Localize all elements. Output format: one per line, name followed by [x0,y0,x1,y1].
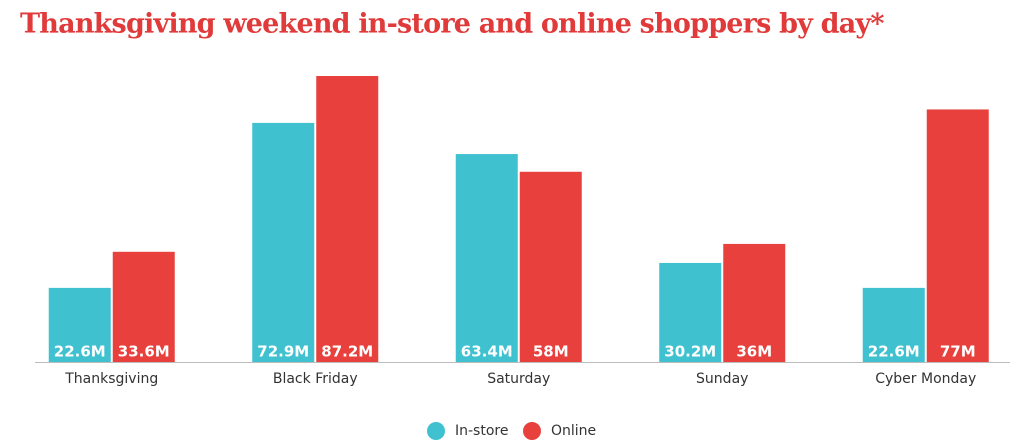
value-label: 33.6M [118,343,170,361]
bar [926,109,989,362]
value-label: 22.6M [868,343,920,361]
legend-swatch [427,422,445,440]
bar [519,171,582,362]
bar [862,287,925,362]
value-label: 36M [736,343,772,361]
bar [316,76,379,362]
value-label: 63.4M [461,343,513,361]
x-tick-label: Thanksgiving [64,371,158,387]
x-tick-label: Saturday [487,371,550,387]
bar [659,262,722,362]
value-label: 22.6M [54,343,106,361]
value-label: 58M [533,343,569,361]
x-tick-label: Sunday [696,371,748,387]
value-label: 87.2M [321,343,373,361]
x-tick-label: Cyber Monday [875,371,976,387]
bar [723,243,786,362]
bar [252,122,315,363]
chart-title: Thanksgiving weekend in-store and online… [20,9,884,40]
value-label: 30.2M [664,343,716,361]
x-tick-label: Black Friday [273,371,358,387]
bar [455,154,518,362]
bar [112,251,175,362]
legend-label: In-store [455,423,508,439]
value-label: 72.9M [257,343,309,361]
value-label: 77M [940,343,976,361]
bar [48,287,111,362]
legend-label: Online [551,423,596,439]
legend-swatch [523,422,541,440]
